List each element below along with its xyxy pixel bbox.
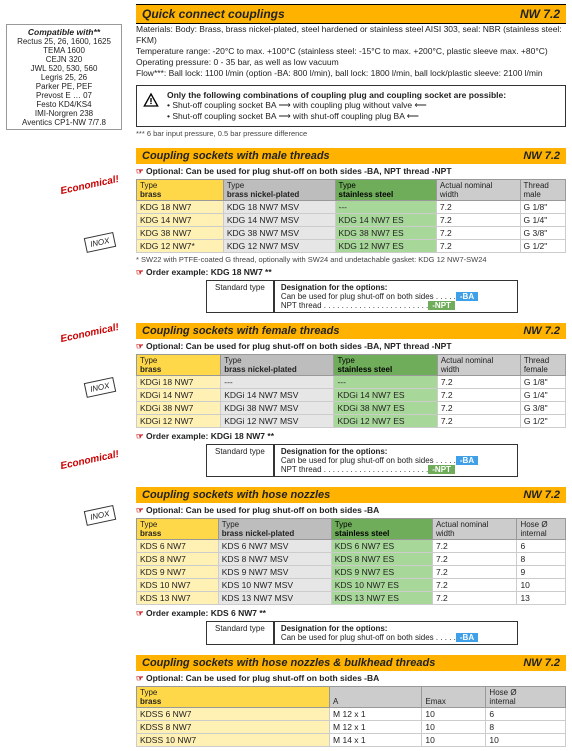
economical-label: Economical! [60, 449, 120, 472]
compat-line: Prevost E … 07 [9, 91, 119, 100]
optional-line: ☞ Optional: Can be used for plug shut-of… [136, 166, 566, 177]
table-row: KDG 18 NW7KDG 18 NW7 MSV---7.2G 1/8" [137, 201, 566, 214]
arrow-icon: ☞ [136, 608, 144, 618]
inox-label: INOX [84, 377, 116, 398]
standard-type-box: Standard type [206, 621, 274, 645]
hand-icon: ☞ [136, 341, 144, 351]
table-row: KDGi 12 NW7KDGi 12 NW7 MSVKDGi 12 NW7 ES… [137, 415, 566, 428]
arrow-icon: ☞ [136, 267, 144, 277]
standard-type-box: Standard type [206, 280, 274, 313]
table-male: Typebrass Typebrass nickel-plated Typest… [136, 179, 566, 253]
optional-line: ☞ Optional: Can be used for plug shut-of… [136, 505, 566, 516]
compat-header: Compatible with** [9, 27, 119, 37]
compat-line: Legris 25, 26 [9, 73, 119, 82]
arrow-icon: ☞ [136, 431, 144, 441]
economical-label: Economical! [60, 322, 120, 345]
table-row: KDS 6 NW7KDS 6 NW7 MSVKDS 6 NW7 ES7.26 [137, 540, 566, 553]
page-code: NW 7.2 [520, 7, 560, 21]
compat-line: Parker PE, PEF [9, 82, 119, 91]
section-title: Coupling sockets with female threads [142, 325, 523, 337]
pressure-footnote: *** 6 bar input pressure, 0.5 bar pressu… [136, 129, 566, 138]
order-example: ☞ Order example: KDGi 18 NW7 ** [136, 431, 566, 442]
section-code: NW 7.2 [523, 150, 560, 162]
section-header-bulkhead: Coupling sockets with hose nozzles & bul… [136, 655, 566, 671]
materials-block: Materials: Body: Brass, brass nickel-pla… [136, 24, 566, 79]
page-title: Quick connect couplings [142, 7, 520, 21]
table-hose: Typebrass Typebrass nickel-plated Typest… [136, 518, 566, 605]
table-bulkhead: Typebrass A Emax Hose Øinternal KDSS 6 N… [136, 686, 566, 747]
table-female: Typebrass Typebrass nickel-plated Typest… [136, 354, 566, 428]
compat-line: Festo KD4/KS4 [9, 100, 119, 109]
table-row: KDS 8 NW7KDS 8 NW7 MSVKDS 8 NW7 ES7.28 [137, 553, 566, 566]
warn-heading: Only the following combinations of coupl… [167, 90, 559, 100]
compat-line: Aventics CP1-NW 7/7.8 [9, 118, 119, 127]
compat-line: TEMA 1600 [9, 46, 119, 55]
mat-line: Operating pressure: 0 - 35 bar, as well … [136, 57, 566, 68]
section-header-hose: Coupling sockets with hose nozzles NW 7.… [136, 487, 566, 503]
warn-bullet: • Shut-off coupling socket BA ⟶ with cou… [167, 100, 559, 111]
compat-line: JWL 520, 530, 560 [9, 64, 119, 73]
section-title: Coupling sockets with hose nozzles [142, 489, 523, 501]
table-row: KDS 13 NW7KDS 13 NW7 MSVKDS 13 NW7 ES7.2… [137, 592, 566, 605]
designation-box: Designation for the options: Can be used… [274, 621, 518, 645]
compat-line: CEJN 320 [9, 55, 119, 64]
table-row: KDG 38 NW7KDG 38 NW7 MSVKDG 38 NW7 ES7.2… [137, 227, 566, 240]
optional-line: ☞ Optional: Can be used for plug shut-of… [136, 341, 566, 352]
header-bar: Quick connect couplings NW 7.2 [136, 4, 566, 24]
table-row: KDS 9 NW7KDS 9 NW7 MSVKDS 9 NW7 ES7.29 [137, 566, 566, 579]
section-code: NW 7.2 [523, 489, 560, 501]
section-title: Coupling sockets with male threads [142, 150, 523, 162]
hand-icon: ☞ [136, 673, 144, 683]
section-code: NW 7.2 [523, 657, 560, 669]
compat-box: Compatible with** Rectus 25, 26, 1600, 1… [6, 24, 122, 130]
compat-line: IMI-Norgren 238 [9, 109, 119, 118]
standard-type-box: Standard type [206, 444, 274, 477]
warning-box: Only the following combinations of coupl… [136, 85, 566, 127]
table-row: KDG 12 NW7*KDG 12 NW7 MSVKDG 12 NW7 ES7.… [137, 240, 566, 253]
inox-label: INOX [84, 232, 116, 253]
section-title: Coupling sockets with hose nozzles & bul… [142, 657, 523, 669]
section-header-female: Coupling sockets with female threads NW … [136, 323, 566, 339]
designation-box: Designation for the options: Can be used… [274, 280, 518, 313]
warn-bullet: • Shut-off coupling socket BA ⟶ with shu… [167, 111, 559, 122]
section-header-male: Coupling sockets with male threads NW 7.… [136, 148, 566, 164]
table-row: KDGi 18 NW7------7.2G 1/8" [137, 376, 566, 389]
hand-icon: ☞ [136, 166, 144, 176]
warning-icon [143, 92, 159, 108]
hand-icon: ☞ [136, 505, 144, 515]
compat-line: Rectus 25, 26, 1600, 1625 [9, 37, 119, 46]
table-row: KDGi 38 NW7KDGi 38 NW7 MSVKDGi 38 NW7 ES… [137, 402, 566, 415]
table-row: KDSS 6 NW7M 12 x 1106 [137, 708, 566, 721]
order-example: ☞ Order example: KDG 18 NW7 ** [136, 267, 566, 278]
designation-box: Designation for the options: Can be used… [274, 444, 518, 477]
economical-label: Economical! [60, 174, 120, 197]
optional-line: ☞ Optional: Can be used for plug shut-of… [136, 673, 566, 684]
order-example: ☞ Order example: KDS 6 NW7 ** [136, 608, 566, 619]
mat-line: Flow***: Ball lock: 1100 l/min (option -… [136, 68, 566, 79]
inox-label: INOX [84, 505, 116, 526]
section-code: NW 7.2 [523, 325, 560, 337]
table-footnote: * SW22 with PTFE-coated G thread, option… [136, 255, 566, 264]
mat-line: Materials: Body: Brass, brass nickel-pla… [136, 24, 566, 46]
table-row: KDGi 14 NW7KDGi 14 NW7 MSVKDGi 14 NW7 ES… [137, 389, 566, 402]
table-row: KDSS 10 NW7M 14 x 11010 [137, 734, 566, 747]
table-row: KDG 14 NW7KDG 14 NW7 MSVKDG 14 NW7 ES7.2… [137, 214, 566, 227]
mat-line: Temperature range: -20°C to max. +100°C … [136, 46, 566, 57]
table-row: KDSS 8 NW7M 12 x 1108 [137, 721, 566, 734]
table-row: KDS 10 NW7KDS 10 NW7 MSVKDS 10 NW7 ES7.2… [137, 579, 566, 592]
